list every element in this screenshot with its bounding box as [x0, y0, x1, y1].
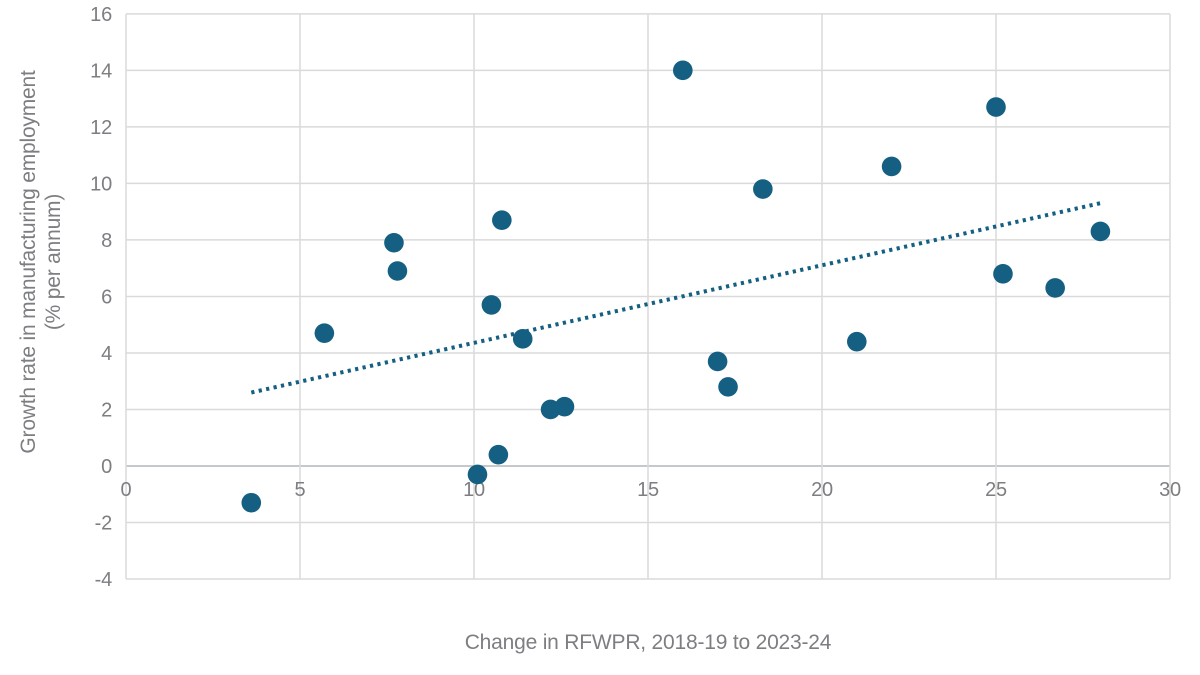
x-tick-label: 0: [121, 479, 132, 501]
y-tick-label: -2: [95, 513, 112, 535]
data-point: [512, 329, 533, 349]
data-point: [847, 331, 867, 352]
y-tick-label: 2: [101, 399, 112, 421]
data-point: [467, 464, 488, 485]
x-tick-label: 15: [637, 479, 659, 501]
trendline-dotted: [250, 201, 1101, 395]
data-point: [488, 444, 509, 465]
y-tick-label: 6: [101, 286, 112, 308]
data-point: [384, 232, 404, 253]
data-point: [753, 179, 773, 199]
x-tick-label: 20: [811, 479, 833, 501]
data-point: [881, 156, 902, 177]
y-axis-title: Growth rate in manufacturing employment …: [16, 70, 66, 453]
data-point: [492, 210, 512, 230]
y-tick-label: -4: [95, 569, 112, 591]
data-point: [241, 492, 262, 513]
data-point: [986, 97, 1006, 117]
x-tick-label: 10: [463, 479, 485, 501]
x-axis-title: Change in RFWPR, 2018-19 to 2023-24: [464, 631, 832, 654]
x-tick-label: 5: [295, 479, 306, 501]
data-point: [387, 261, 408, 281]
data-point: [1045, 278, 1065, 298]
y-axis-title-line2: (% per annum): [42, 193, 65, 331]
y-tick-label: 8: [101, 230, 112, 252]
data-point: [707, 351, 728, 372]
y-tick-label: 14: [90, 60, 112, 82]
y-tick-label: 0: [101, 456, 112, 478]
y-tick-label: 4: [101, 343, 112, 365]
data-point: [673, 60, 693, 81]
x-tick-label: 30: [1159, 479, 1181, 501]
y-tick-label: 12: [90, 117, 112, 139]
data-point: [1090, 221, 1111, 242]
y-tick-label: 10: [90, 173, 112, 195]
data-point: [993, 264, 1013, 284]
x-tick-label: 25: [985, 479, 1007, 501]
y-axis-title-line1: Growth rate in manufacturing employment: [17, 70, 40, 454]
data-point: [554, 396, 575, 417]
data-point: [481, 295, 502, 315]
y-tick-label: 16: [90, 4, 112, 26]
data-point: [718, 377, 738, 397]
data-point: [314, 323, 335, 343]
